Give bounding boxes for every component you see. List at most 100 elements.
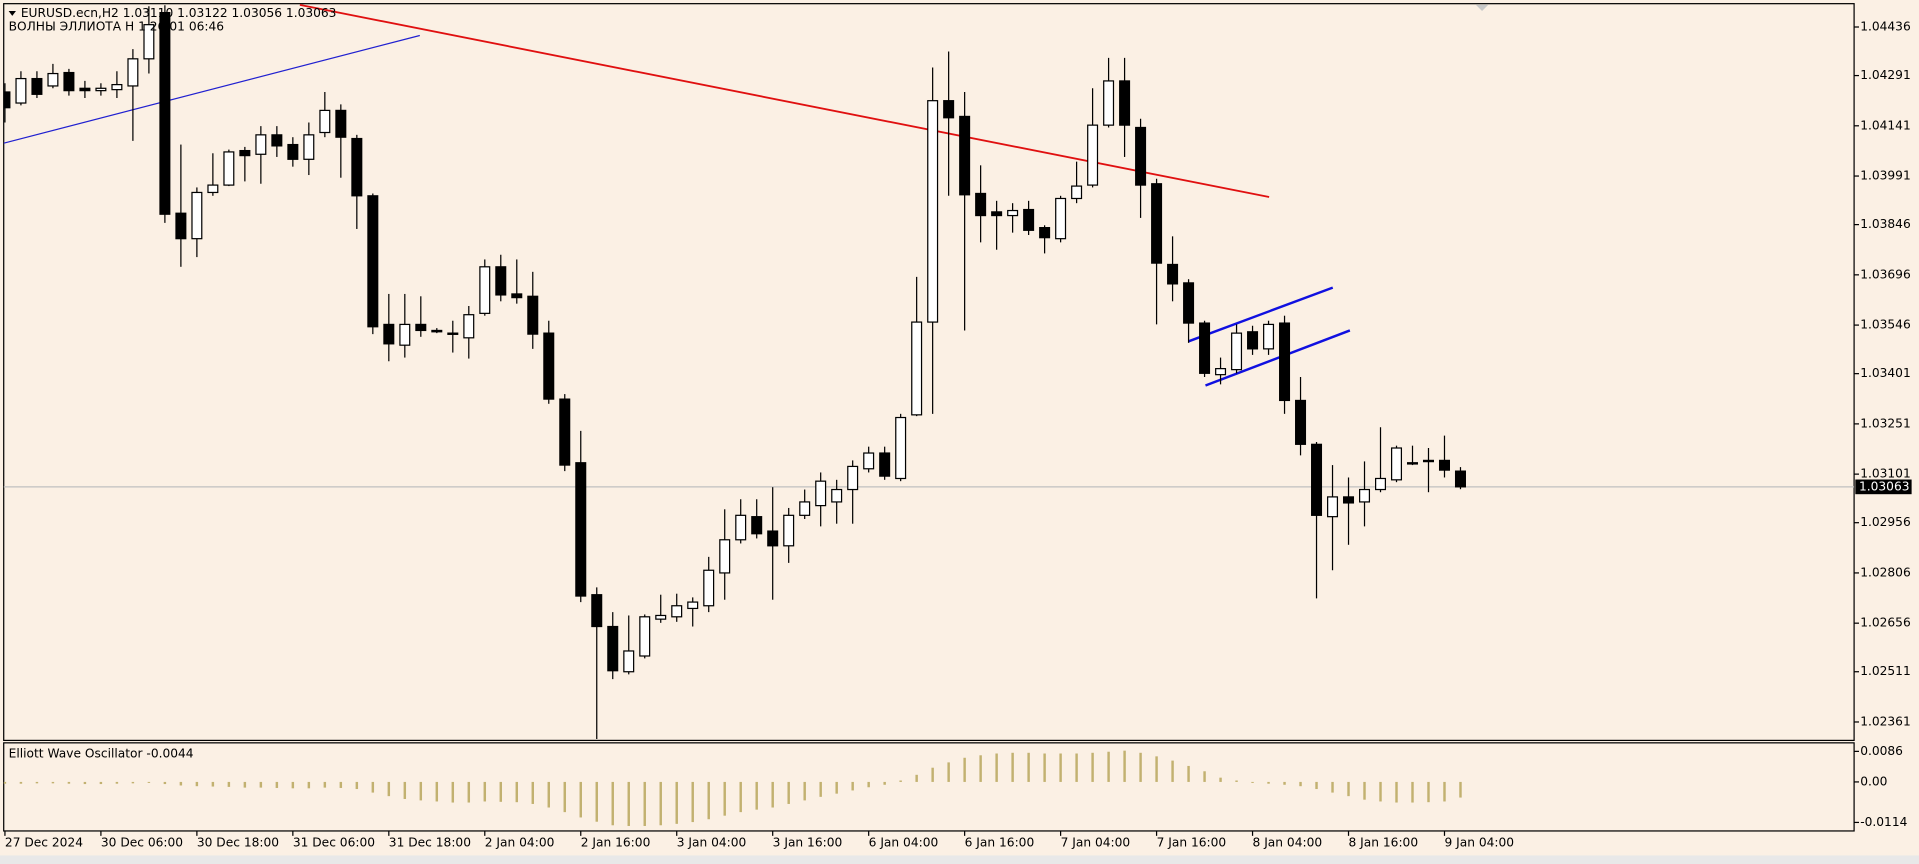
oscillator-bar bbox=[883, 781, 886, 785]
scrollbar[interactable] bbox=[0, 855, 1919, 864]
oscillator-bar bbox=[1203, 771, 1206, 782]
y-tick-label: 1.03251 bbox=[1860, 416, 1911, 430]
oscillator-bar bbox=[483, 781, 487, 802]
candle-body bbox=[463, 314, 475, 339]
candle-body bbox=[543, 332, 555, 400]
oscillator-panel bbox=[3, 742, 1855, 832]
y-tick-label: 0.0086 bbox=[1860, 744, 1903, 758]
oscillator-bar bbox=[1331, 781, 1334, 793]
candle-body bbox=[559, 398, 571, 466]
y-tick-label: 0.00 bbox=[1860, 774, 1887, 788]
y-tick-label: 1.03846 bbox=[1860, 217, 1911, 231]
y-tick-label: 1.04141 bbox=[1860, 118, 1911, 132]
candle-body bbox=[671, 605, 683, 618]
y-tick-label: 1.04291 bbox=[1860, 68, 1911, 82]
oscillator-bar bbox=[323, 781, 327, 788]
x-tick-label: 27 Dec 2024 bbox=[5, 836, 83, 850]
oscillator-bar bbox=[99, 781, 103, 785]
oscillator-bar bbox=[787, 781, 790, 804]
oscillator-bar bbox=[1059, 753, 1062, 782]
candle-body bbox=[959, 115, 971, 196]
oscillator-bar bbox=[723, 781, 726, 816]
oscillator-bar bbox=[931, 767, 934, 782]
candle-body bbox=[1231, 332, 1243, 371]
oscillator-bar bbox=[1395, 781, 1398, 803]
oscillator-bar bbox=[515, 781, 519, 803]
oscillator-bar bbox=[163, 781, 167, 785]
x-tick-label: 3 Jan 04:00 bbox=[677, 836, 747, 850]
oscillator-bar bbox=[371, 781, 375, 793]
candle-body bbox=[1055, 197, 1067, 240]
oscillator-bar bbox=[1363, 781, 1366, 800]
candle-body bbox=[63, 71, 75, 92]
oscillator-bar bbox=[739, 781, 742, 813]
candle-body bbox=[479, 266, 491, 314]
candle-body bbox=[447, 332, 459, 335]
oscillator-bar bbox=[595, 781, 598, 822]
oscillator-bar bbox=[1315, 781, 1318, 790]
candle-body bbox=[399, 323, 411, 346]
y-tick-label: 1.03696 bbox=[1860, 267, 1911, 281]
candle-body bbox=[607, 625, 619, 672]
candle-body bbox=[335, 109, 347, 138]
oscillator-bar bbox=[115, 781, 119, 784]
oscillator-bar bbox=[867, 781, 870, 788]
oscillator-bar bbox=[1427, 781, 1430, 803]
oscillator-plot bbox=[3, 750, 1462, 826]
oscillator-bar bbox=[1299, 781, 1302, 787]
last-price-box bbox=[1855, 479, 1912, 495]
x-tick-label: 6 Jan 04:00 bbox=[869, 836, 939, 850]
candle-body bbox=[31, 77, 43, 95]
oscillator-bar bbox=[83, 781, 87, 785]
trend-line[interactable] bbox=[299, 3, 1270, 198]
y-tick-label: 1.02956 bbox=[1860, 515, 1911, 529]
oscillator-bar bbox=[1075, 753, 1078, 782]
oscillator-bar bbox=[643, 781, 646, 826]
candle-body bbox=[1119, 80, 1131, 126]
candle-body bbox=[703, 569, 715, 607]
candle-body bbox=[319, 109, 331, 134]
header-icon[interactable] bbox=[8, 11, 16, 16]
oscillator-bar bbox=[307, 781, 311, 789]
candle-body bbox=[3, 91, 11, 109]
oscillator-bar bbox=[339, 781, 343, 788]
x-tick-label: 30 Dec 06:00 bbox=[101, 836, 183, 850]
shift-marker[interactable] bbox=[1475, 4, 1489, 12]
candle-body bbox=[1406, 462, 1419, 465]
candle-body bbox=[1087, 124, 1099, 186]
oscillator-bar bbox=[387, 781, 391, 797]
candle-body bbox=[975, 192, 987, 217]
channel-line[interactable] bbox=[1187, 286, 1334, 343]
oscillator-bar bbox=[995, 753, 998, 782]
candle-body bbox=[15, 77, 27, 104]
oscillator-bar bbox=[419, 781, 423, 801]
channel-line[interactable] bbox=[1205, 329, 1351, 387]
candle-body bbox=[1199, 322, 1211, 374]
candle-body bbox=[159, 11, 171, 215]
y-tick-label: 1.02656 bbox=[1860, 616, 1911, 630]
oscillator-bar bbox=[1219, 777, 1222, 782]
oscillator-bar bbox=[803, 781, 806, 801]
candle-body bbox=[783, 514, 795, 547]
x-tick-label: 30 Dec 18:00 bbox=[197, 836, 279, 850]
oscillator-bar bbox=[243, 781, 247, 788]
candle-body bbox=[1295, 399, 1307, 445]
candle-body bbox=[1247, 331, 1259, 350]
oscillator-bar bbox=[1091, 752, 1094, 782]
chart-title: EURUSD.ecn,H2 1.03110 1.03122 1.03056 1.… bbox=[21, 6, 337, 20]
candle-body bbox=[879, 452, 891, 477]
candle-body bbox=[303, 134, 315, 160]
oscillator-bar bbox=[691, 781, 694, 823]
candle-body bbox=[495, 266, 507, 296]
trend-line[interactable] bbox=[3, 34, 420, 144]
candle-body bbox=[415, 323, 427, 332]
candle-body bbox=[223, 151, 235, 186]
oscillator-bar bbox=[1443, 781, 1446, 802]
oscillator-bar bbox=[1123, 750, 1126, 782]
candle-body bbox=[591, 594, 603, 628]
oscillator-bar bbox=[627, 781, 630, 826]
oscillator-bar bbox=[195, 781, 199, 787]
oscillator-bar bbox=[275, 781, 279, 788]
candle-body bbox=[943, 100, 955, 119]
candle-body bbox=[1103, 80, 1115, 126]
